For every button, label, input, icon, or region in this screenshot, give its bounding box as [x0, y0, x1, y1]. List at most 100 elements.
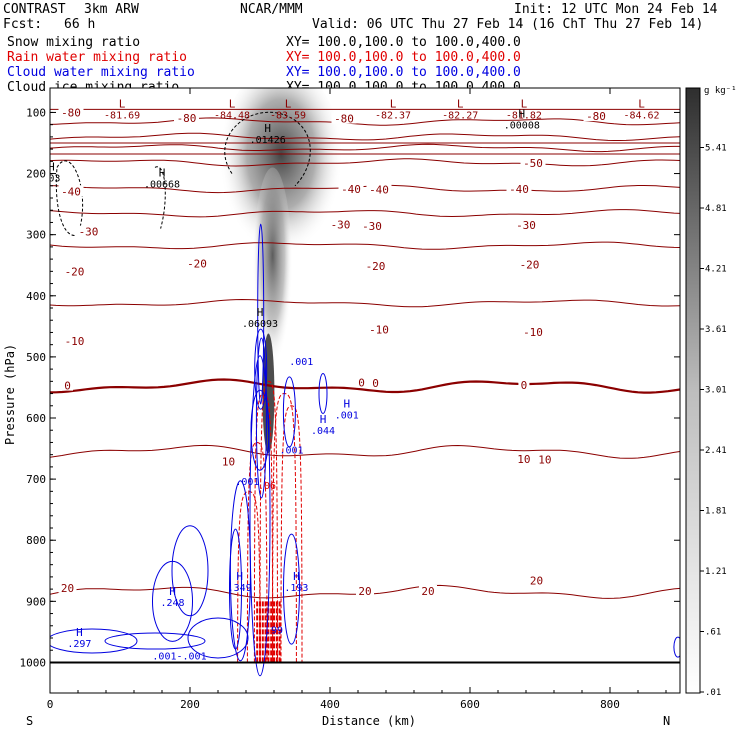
isotherm-label-bg [76, 225, 101, 237]
cloud-water-contour [229, 528, 242, 650]
y-tick-label: 100 [26, 106, 46, 119]
isotherm-line [50, 209, 680, 218]
cloud-water-contour [249, 355, 271, 677]
x-axis-right-end-label: N [663, 714, 670, 728]
extremum-value: .349 [228, 583, 252, 594]
isotherm-label: -20 [187, 257, 207, 270]
isotherm-label: 0 [521, 379, 528, 392]
isotherm-label: 10 [222, 455, 235, 468]
colorbar-tick-label: 2.41 [705, 446, 727, 456]
extremum-value: .044 [311, 426, 335, 437]
cloud-water-contour [254, 328, 268, 410]
cloud-water-contour [257, 223, 265, 405]
isotherm-label-bg [583, 110, 609, 122]
colorbar-tick-label: .61 [705, 627, 721, 637]
cloud-water-contour [255, 337, 267, 499]
isotherm-line [50, 378, 680, 394]
isotherm-label: -80 [61, 106, 81, 119]
isotherm-label: -10 [523, 326, 543, 339]
extremum-value: .001 [335, 411, 359, 422]
colorbar-tick-label: 1.81 [705, 506, 727, 516]
extremum-value: 603 [42, 174, 60, 185]
cloud-water-field-label: Cloud water mixing ratio [7, 65, 195, 80]
isotherm-label-bg [62, 379, 73, 391]
extremum-value: .01426 [250, 135, 286, 146]
isotherm-label: -30 [79, 226, 99, 239]
snow-contour [224, 111, 311, 187]
cloud-water-contour [250, 389, 270, 471]
extremum-value: .06 [258, 481, 276, 492]
forecast-hour: 66 h [64, 17, 96, 32]
temperature-isotherms [50, 108, 680, 599]
isotherm-label-bg [518, 379, 530, 390]
colorbar-tick-label: 1.21 [705, 567, 727, 577]
extremum-marker: L [521, 98, 528, 111]
isotherm-label-bg [331, 112, 357, 124]
extremum-value: .001-.001 [152, 651, 206, 662]
cloud-water-contour [673, 636, 680, 658]
rain-field-xy: XY= 100.0,100.0 to 100.0,400.0 [286, 50, 521, 65]
y-tick-label: 500 [26, 351, 46, 364]
x-axis-left-end-label: S [26, 714, 33, 728]
extremum-marker: H [320, 413, 327, 426]
isotherm-label-bg [513, 218, 539, 230]
isotherm-line [50, 444, 680, 459]
plot-frame [49, 87, 681, 694]
isotherm-line [50, 298, 680, 308]
cloud-water-contour [104, 632, 206, 650]
extremum-value: .00008 [504, 120, 540, 131]
extremum-value: .06093 [242, 319, 278, 330]
extremum-marker: H [293, 570, 300, 583]
extremum-value: -81.82 [506, 111, 542, 122]
isotherm-label-bg [366, 183, 392, 195]
snow-shading [219, 88, 343, 454]
isotherm-label-bg [356, 376, 367, 388]
cloud-water-contour [282, 376, 296, 448]
isotherm-label: -10 [369, 323, 389, 336]
snow-plume-upper [219, 88, 343, 265]
extremum-value: .193 [284, 583, 308, 594]
isotherm-label: -20 [65, 265, 85, 278]
extremum-value: .001 [279, 445, 303, 456]
isotherm-line [50, 117, 680, 126]
isotherm-line [50, 184, 680, 194]
isotherm-line [50, 143, 680, 153]
isotherm-label: -80 [177, 112, 197, 125]
y-tick-label: 600 [26, 412, 46, 425]
init-time: Init: 12 UTC Mon 24 Feb 14 [514, 2, 718, 17]
extremum-marker: H [236, 570, 243, 583]
isotherm-label: 20 [421, 585, 434, 598]
model-config: 3km ARW [84, 2, 139, 17]
extremum-value: .00668 [144, 180, 180, 191]
extremum-value: -84.62 [623, 111, 659, 122]
extremum-marker: H [159, 167, 166, 180]
isotherm-label-bg [58, 185, 84, 197]
extremum-marker: H [169, 585, 176, 598]
extremum-value: -84.48 [214, 111, 250, 122]
isotherm-label-bg [359, 220, 385, 232]
extremum-value: .001 [289, 357, 313, 368]
isotherm-label-bg [514, 452, 533, 464]
colorbar-bar [685, 87, 701, 694]
isotherm-label-bg [535, 453, 554, 465]
snow-contour [154, 166, 166, 229]
cloud-water-contour [318, 373, 328, 415]
extremum-value: -83.59 [270, 111, 306, 122]
isotherm-label-bg [517, 258, 542, 270]
x-tick-label: 800 [600, 698, 620, 711]
extremum-value: -82.37 [375, 111, 411, 122]
isotherm-label-bg [356, 584, 374, 596]
isotherm-line [50, 158, 680, 167]
isotherm-line [50, 132, 680, 141]
isotherm-label-bg [520, 325, 546, 337]
colorbar-tick-label: 4.81 [705, 204, 727, 214]
isotherm-label-bg [366, 323, 392, 335]
colorbar-tick-label: .01 [705, 688, 721, 698]
isotherm-label: -20 [520, 259, 540, 272]
colorbar-units: g kg⁻¹ [704, 86, 737, 96]
extremum-marker: L [229, 98, 236, 111]
extremum-marker: L [390, 98, 397, 111]
extremum-value: .297 [67, 639, 91, 650]
snow-field-xy: XY= 100.0,100.0 to 100.0,400.0 [286, 35, 521, 50]
isotherm-label: 20 [358, 585, 371, 598]
